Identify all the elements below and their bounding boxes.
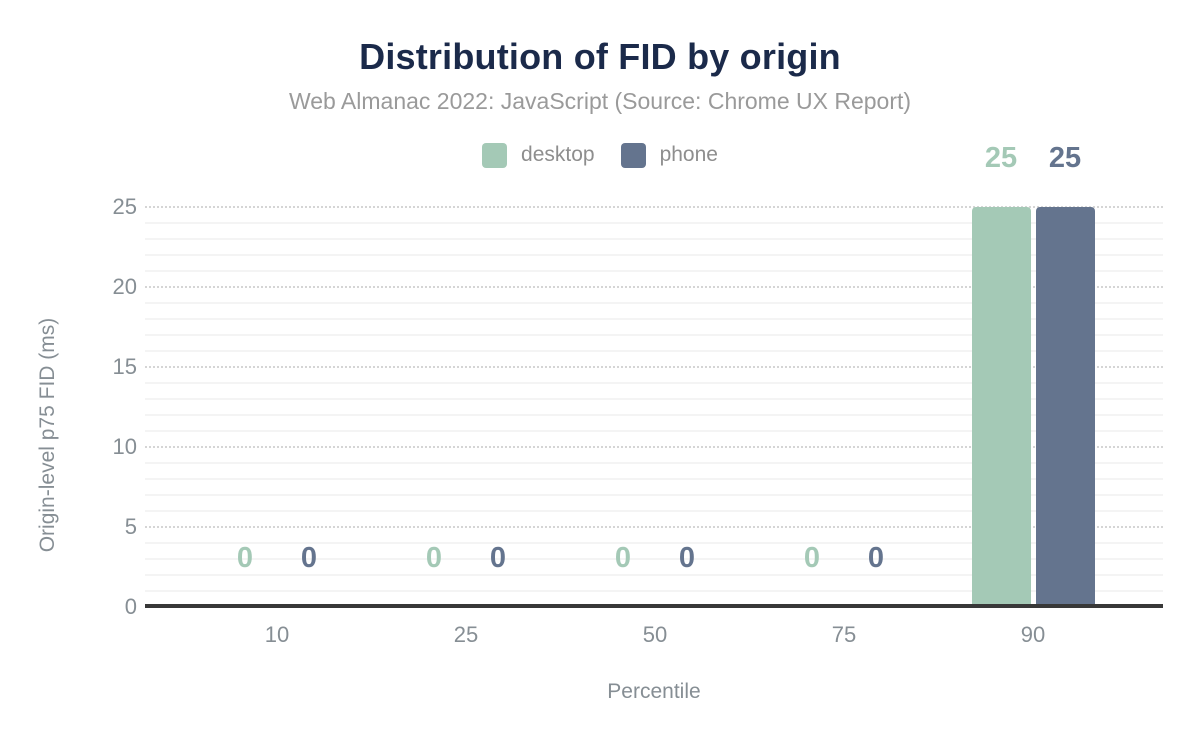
gridline-major bbox=[145, 206, 1163, 208]
x-axis-line bbox=[145, 604, 1163, 608]
y-tick-label: 25 bbox=[112, 194, 137, 219]
legend-label-desktop: desktop bbox=[521, 143, 595, 166]
x-tick-label: 10 bbox=[264, 622, 290, 647]
gridline-minor bbox=[145, 254, 1163, 256]
gridline-minor bbox=[145, 270, 1163, 272]
legend-item-desktop[interactable]: desktop bbox=[482, 142, 595, 168]
gridline-minor bbox=[145, 558, 1163, 560]
gridline-minor bbox=[145, 382, 1163, 384]
y-tick-label: 10 bbox=[112, 434, 137, 459]
bar-desktop-p90[interactable] bbox=[971, 207, 1031, 607]
gridline-minor bbox=[145, 462, 1163, 464]
gridline-minor bbox=[145, 494, 1163, 496]
x-tick-label: 75 bbox=[831, 622, 857, 647]
gridline-minor bbox=[145, 350, 1163, 352]
gridline-minor bbox=[145, 590, 1163, 592]
value-label-desktop-p75: 0 bbox=[803, 542, 821, 574]
value-label-phone-p50: 0 bbox=[678, 542, 696, 574]
chart-title: Distribution of FID by origin bbox=[359, 36, 841, 77]
value-label-phone-p75: 0 bbox=[867, 542, 885, 574]
gridline-minor bbox=[145, 510, 1163, 512]
gridline-minor bbox=[145, 238, 1163, 240]
y-tick-label: 15 bbox=[112, 354, 137, 379]
value-label-desktop-p90: 25 bbox=[984, 142, 1018, 174]
gridline-major bbox=[145, 446, 1163, 448]
x-tick-label: 50 bbox=[642, 622, 668, 647]
y-tick-label: 5 bbox=[124, 514, 137, 539]
gridline-minor bbox=[145, 398, 1163, 400]
value-label-desktop-p25: 0 bbox=[425, 542, 443, 574]
gridline-minor bbox=[145, 414, 1163, 416]
y-tick-label: 20 bbox=[112, 274, 137, 299]
gridline-minor bbox=[145, 542, 1163, 544]
value-label-desktop-p50: 0 bbox=[614, 542, 632, 574]
x-axis-title: Percentile bbox=[607, 680, 701, 703]
bar-phone-p90[interactable] bbox=[1035, 207, 1095, 607]
chart-subtitle: Web Almanac 2022: JavaScript (Source: Ch… bbox=[288, 88, 912, 114]
y-tick-label: 0 bbox=[124, 594, 137, 619]
legend-item-phone[interactable]: phone bbox=[620, 142, 718, 168]
gridline-major bbox=[145, 286, 1163, 288]
value-label-phone-p10: 0 bbox=[300, 542, 318, 574]
gridline-minor bbox=[145, 478, 1163, 480]
gridline-minor bbox=[145, 302, 1163, 304]
gridline-minor bbox=[145, 574, 1163, 576]
legend-label-phone: phone bbox=[659, 143, 718, 166]
value-label-phone-p25: 0 bbox=[489, 542, 507, 574]
desktop-swatch-icon bbox=[482, 142, 508, 168]
gridline-minor bbox=[145, 334, 1163, 336]
gridline-major bbox=[145, 526, 1163, 528]
gridline-minor bbox=[145, 430, 1163, 432]
value-label-desktop-p10: 0 bbox=[236, 542, 254, 574]
value-label-phone-p90: 25 bbox=[1048, 142, 1082, 174]
chart-legend: desktop phone bbox=[0, 141, 1200, 169]
x-tick-label: 25 bbox=[453, 622, 479, 647]
phone-swatch-icon bbox=[620, 142, 646, 168]
gridline-major bbox=[145, 366, 1163, 368]
gridline-minor bbox=[145, 222, 1163, 224]
x-tick-label: 90 bbox=[1020, 622, 1046, 647]
y-axis-title: Origin-level p75 FID (ms) bbox=[36, 317, 59, 553]
gridline-minor bbox=[145, 318, 1163, 320]
